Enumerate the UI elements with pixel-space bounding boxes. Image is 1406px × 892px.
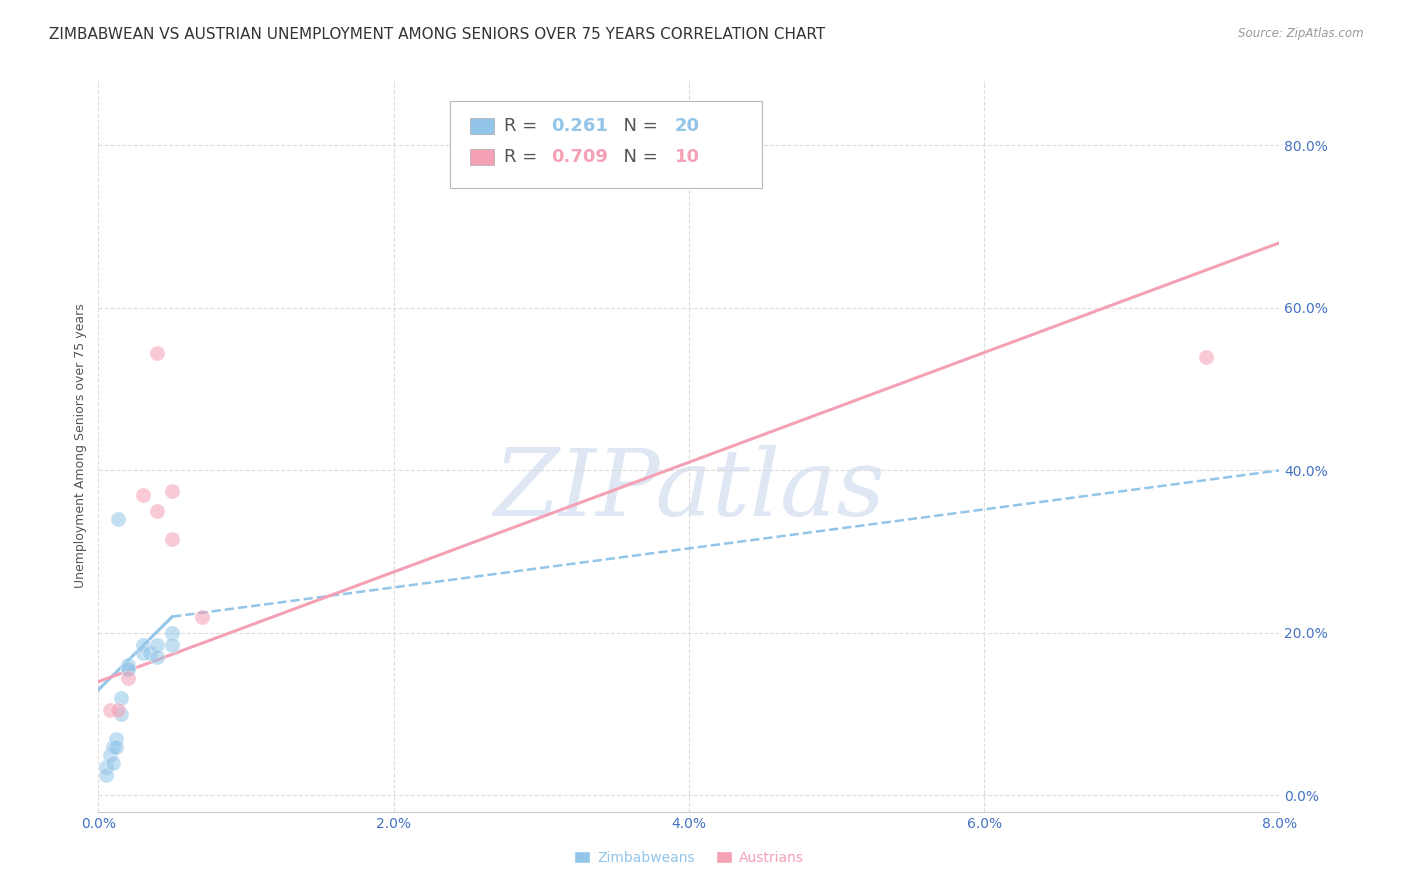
Point xyxy=(162,533,183,547)
FancyBboxPatch shape xyxy=(471,119,494,135)
Point xyxy=(117,663,139,677)
Point xyxy=(132,638,155,652)
Text: N =: N = xyxy=(612,118,664,136)
Text: 0.709: 0.709 xyxy=(551,148,607,166)
Text: 20: 20 xyxy=(675,118,700,136)
Point xyxy=(191,609,214,624)
Y-axis label: Unemployment Among Seniors over 75 years: Unemployment Among Seniors over 75 years xyxy=(75,303,87,589)
Point xyxy=(98,747,121,762)
Text: ZIMBABWEAN VS AUSTRIAN UNEMPLOYMENT AMONG SENIORS OVER 75 YEARS CORRELATION CHAR: ZIMBABWEAN VS AUSTRIAN UNEMPLOYMENT AMON… xyxy=(49,27,825,42)
Point xyxy=(105,731,128,746)
Point xyxy=(139,646,162,660)
Point xyxy=(146,650,169,665)
Point xyxy=(146,345,169,359)
Point xyxy=(132,646,155,660)
FancyBboxPatch shape xyxy=(471,149,494,165)
Point xyxy=(117,671,139,685)
Text: Source: ZipAtlas.com: Source: ZipAtlas.com xyxy=(1239,27,1364,40)
Point xyxy=(110,707,132,722)
Text: 10: 10 xyxy=(675,148,700,166)
Point xyxy=(162,483,183,498)
Legend: Zimbabweans, Austrians: Zimbabweans, Austrians xyxy=(568,846,810,871)
Point xyxy=(103,739,125,754)
Point xyxy=(146,504,169,518)
Point xyxy=(98,703,121,717)
Text: R =: R = xyxy=(503,148,543,166)
Point xyxy=(107,703,129,717)
Point xyxy=(132,488,155,502)
Point xyxy=(105,739,128,754)
Point xyxy=(162,626,183,640)
Point xyxy=(94,760,117,774)
FancyBboxPatch shape xyxy=(450,101,762,188)
Text: 0.261: 0.261 xyxy=(551,118,607,136)
Text: ZIPatlas: ZIPatlas xyxy=(494,445,884,535)
Point xyxy=(117,663,139,677)
Point xyxy=(94,768,117,782)
Point xyxy=(162,638,183,652)
Point xyxy=(146,638,169,652)
Point xyxy=(103,756,125,770)
Point xyxy=(110,690,132,705)
Point xyxy=(117,658,139,673)
Point xyxy=(107,512,129,526)
Text: R =: R = xyxy=(503,118,543,136)
Text: N =: N = xyxy=(612,148,664,166)
Point xyxy=(1195,350,1218,364)
